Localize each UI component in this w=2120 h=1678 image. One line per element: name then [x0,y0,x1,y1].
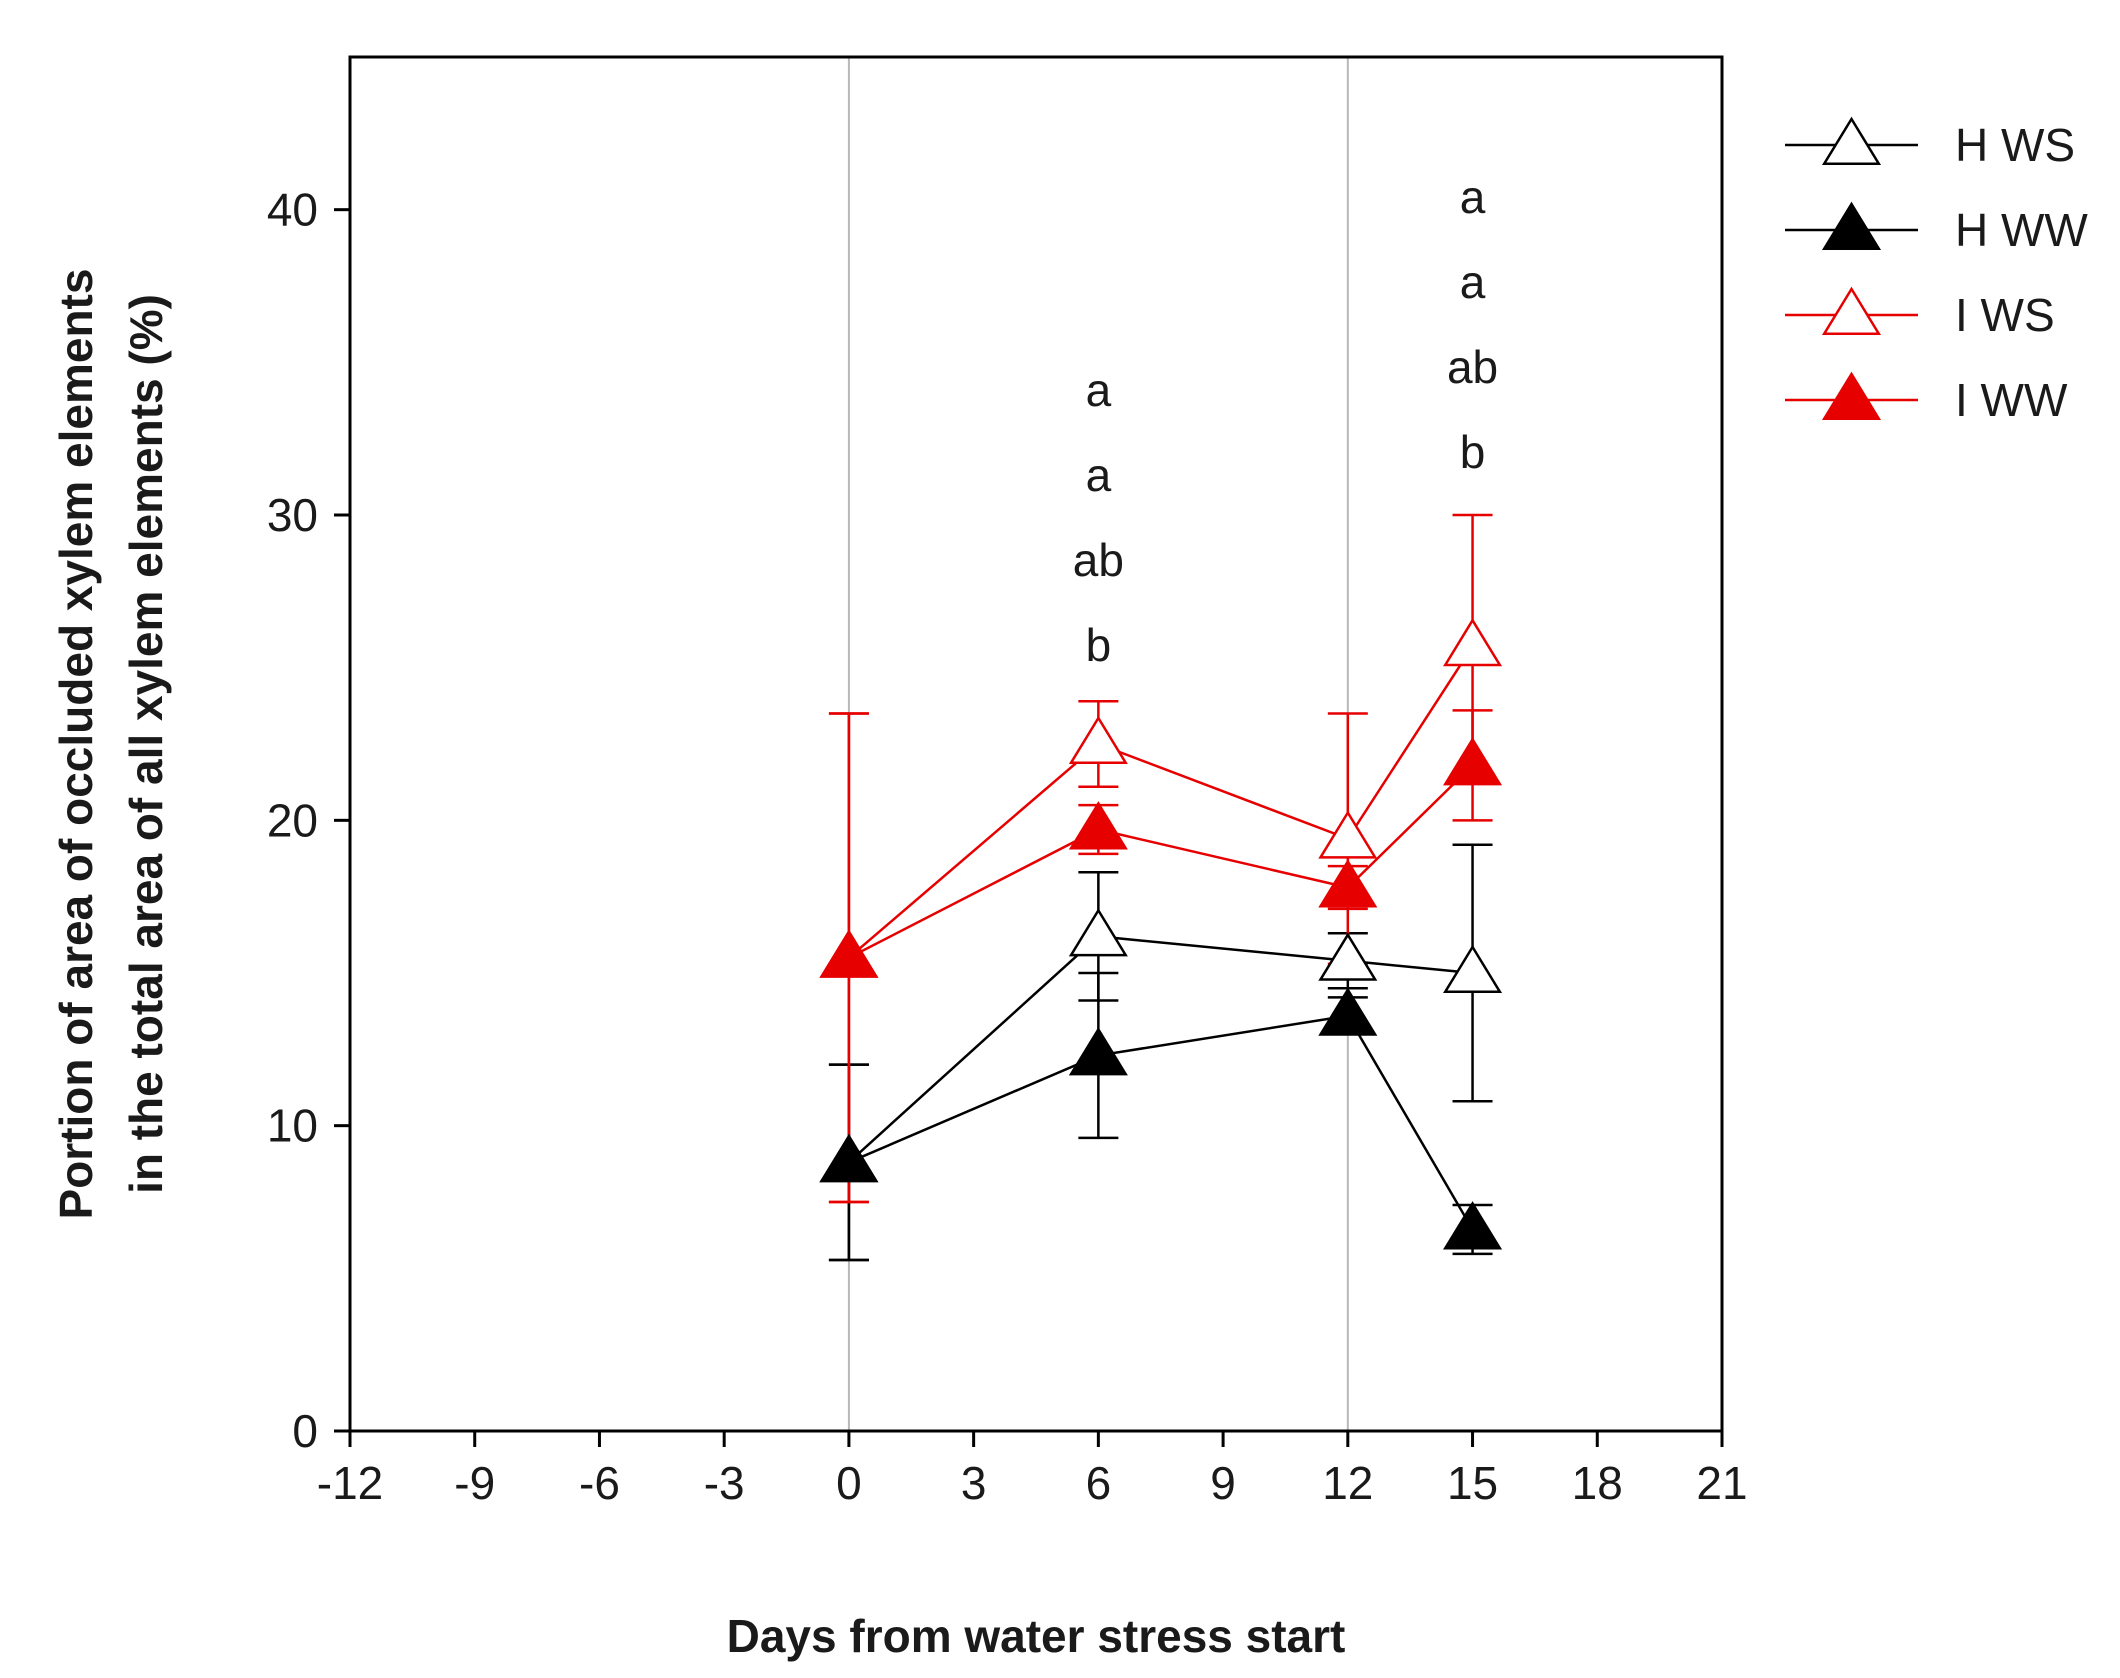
y-tick-label: 10 [267,1100,318,1152]
legend-label: H WW [1955,204,2088,256]
series-line-h-ws [848,935,1473,1164]
data-point-h-ws [1318,932,1378,981]
legend: H WS H WW I WS I WW [1785,116,2088,426]
data-point-i-ww [819,929,879,978]
data-point-h-ww [1068,1027,1128,1076]
y-tick-label: 40 [267,184,318,236]
y-axis-title-line-1: Portion of area of occluded xylem elemen… [50,269,102,1220]
legend-marker [1821,116,1882,165]
legend-marker [1821,286,1882,335]
error-bars-i-ws [828,513,1493,1204]
y-tick-label: 20 [267,794,318,846]
data-point-h-ws [1068,907,1128,957]
data-point-h-ws [1443,944,1503,993]
legend-label: H WS [1955,119,2075,171]
data-point-h-ww [819,1133,879,1183]
series-line-i-ww [848,764,1474,959]
legend-item-h-ws: H WS [1785,116,2075,171]
x-tick-label: 6 [1086,1457,1112,1509]
data-point-i-ws [1443,617,1503,667]
x-tick-label: -6 [579,1457,620,1509]
significance-letter: a [1086,449,1112,501]
data-point-h-ww [1318,987,1378,1036]
x-axis-title: Days from water stress start [727,1610,1346,1662]
legend-label: I WW [1955,374,2068,426]
series-layer [819,513,1503,1262]
significance-letter: a [1460,256,1486,308]
y-tick-label: 30 [267,489,318,541]
data-point-i-ww [1443,736,1503,786]
x-tick-label: -9 [454,1457,495,1509]
data-point-i-ws [1318,810,1378,859]
series-line-i-ws [848,645,1474,959]
x-tick-label: 21 [1696,1457,1747,1509]
significance-letter: a [1460,171,1486,223]
y-axis-title-line-2: in the total area of all xylem elements … [120,294,172,1194]
data-point-i-ww [1068,801,1128,850]
axes-layer: -12 -9 -6 -3 0 3 6 9 12 15 18 21 0 10 20 30 40 [267,184,1748,1509]
data-point-i-ww [1318,859,1378,908]
y-tick-label: 0 [292,1405,318,1457]
x-tick-label: 3 [961,1457,987,1509]
series-line-h-ww [848,1014,1474,1231]
significance-letter: ab [1447,341,1498,393]
x-tick-label: 9 [1210,1457,1236,1509]
error-bars-h-ww [828,971,1493,1262]
x-tick-label: -12 [317,1457,383,1509]
legend-marker [1821,371,1882,420]
x-tick-label: 0 [836,1457,862,1509]
legend-label: I WS [1955,289,2055,341]
legend-item-i-ww: I WW [1785,371,2068,426]
significance-letter: b [1460,426,1486,478]
x-tick-label: -3 [704,1457,745,1509]
legend-item-h-ww: H WW [1785,201,2088,256]
significance-letter: a [1086,364,1112,416]
x-tick-label: 18 [1572,1457,1623,1509]
significance-letter: ab [1073,534,1124,586]
significance-letter: b [1086,619,1112,671]
x-tick-label: 15 [1447,1457,1498,1509]
error-bars-h-ws [828,843,1493,1262]
legend-marker [1821,201,1882,250]
data-point-i-ws [1068,715,1128,764]
plot-frame [348,55,1724,1433]
x-tick-label: 12 [1322,1457,1373,1509]
legend-item-i-ws: I WS [1785,286,2055,341]
data-point-h-ww [1443,1201,1503,1250]
